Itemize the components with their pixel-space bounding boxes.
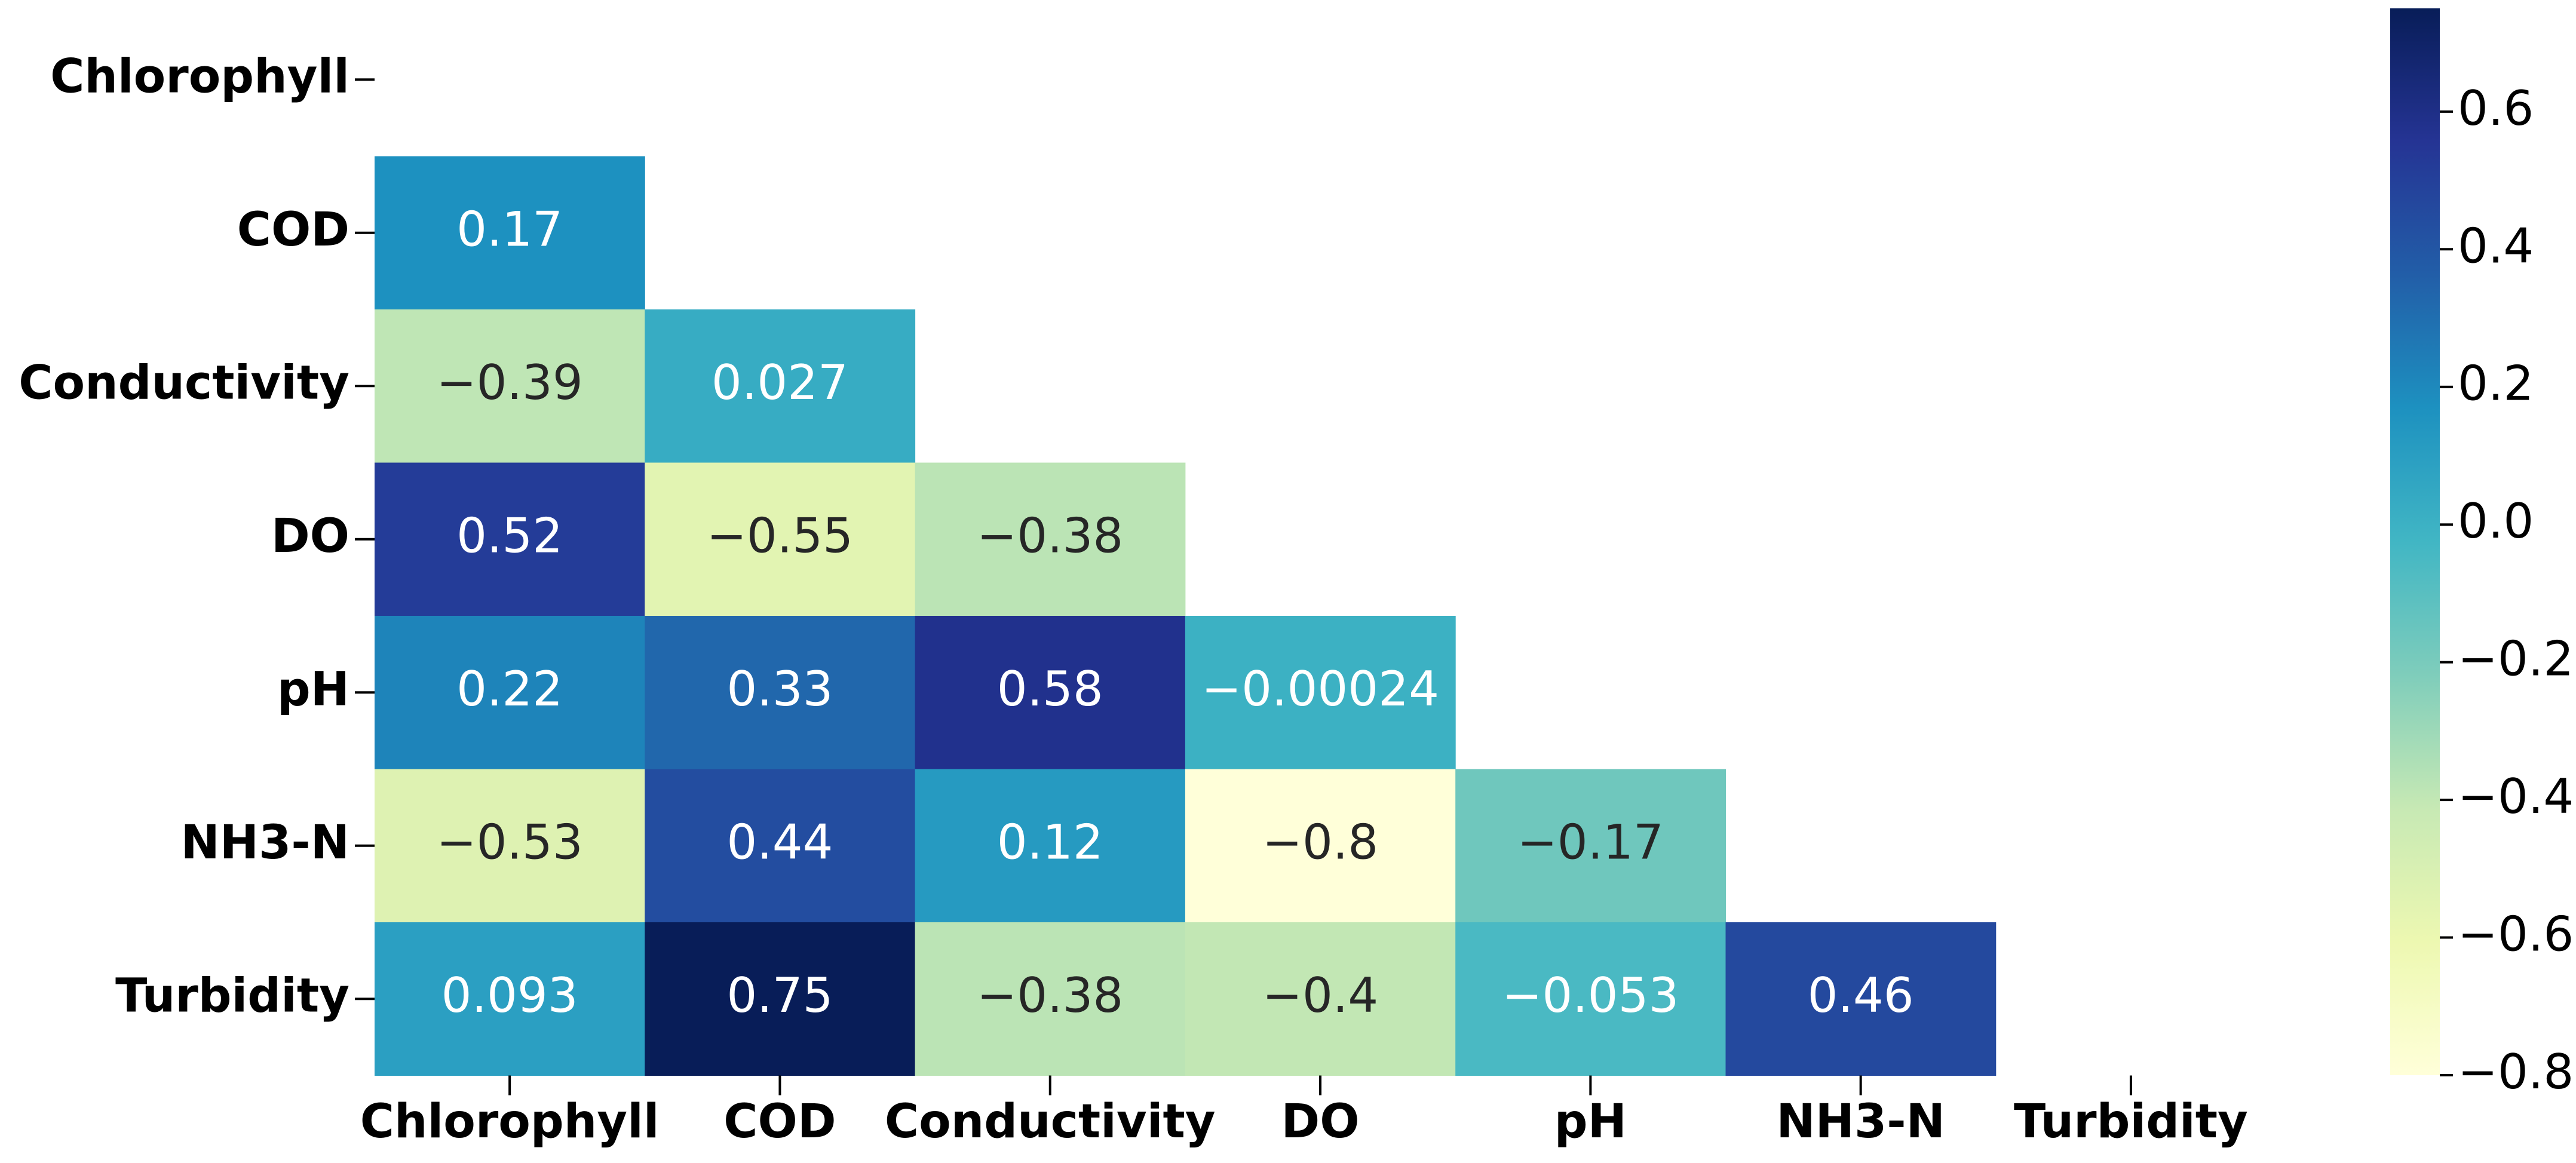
cell-label: 0.75	[726, 968, 833, 1023]
cell-label: 0.17	[456, 202, 563, 257]
y-tick-label: DO	[271, 510, 349, 563]
cell-label: 0.58	[997, 661, 1103, 717]
cell-label: 0.027	[712, 355, 848, 410]
y-tick-label: NH3-N	[181, 816, 349, 870]
cell-label: −0.39	[437, 355, 583, 410]
heatmap-cell	[375, 769, 645, 923]
cell-label: −0.38	[977, 968, 1123, 1023]
heatmap-cell	[375, 309, 645, 463]
colorbar-tick-label: 0.0	[2458, 493, 2534, 549]
cell-label: −0.53	[437, 815, 583, 870]
cell-label: −0.00024	[1201, 661, 1439, 717]
x-tick-label: Turbidity	[2014, 1095, 2248, 1149]
y-tick-label: Conductivity	[19, 357, 349, 410]
colorbar	[2390, 8, 2440, 1075]
colorbar-tick-label: 0.6	[2458, 81, 2534, 136]
heatmap-cell	[375, 922, 645, 1076]
x-tick-label: COD	[723, 1095, 836, 1149]
cell-label: 0.093	[441, 968, 578, 1023]
heatmap-cell	[915, 462, 1186, 616]
cell-label: −0.38	[977, 508, 1123, 564]
colorbar-tick-label: −0.6	[2458, 907, 2574, 962]
cell-label: 0.33	[726, 661, 833, 717]
x-tick-label: DO	[1281, 1095, 1360, 1149]
y-tick-label: Turbidity	[115, 969, 349, 1023]
x-tick-label: Conductivity	[885, 1095, 1216, 1149]
heatmap-cell	[915, 922, 1186, 1076]
heatmap-cell	[375, 156, 645, 310]
heatmap-cell	[1725, 922, 1997, 1076]
heatmap-cell	[1185, 922, 1456, 1076]
cell-label: 0.46	[1808, 968, 1914, 1023]
heatmap-cell	[375, 616, 645, 769]
heatmap-cell	[645, 309, 916, 463]
x-tick-label: Chlorophyll	[360, 1095, 660, 1149]
cell-label: −0.55	[707, 508, 853, 564]
cell-label: 0.44	[726, 815, 833, 870]
heatmap-cell	[645, 922, 916, 1076]
cell-label: −0.17	[1517, 815, 1664, 870]
heatmap-cell	[915, 616, 1186, 769]
cell-label: −0.053	[1502, 968, 1679, 1023]
heatmap-cell	[645, 769, 916, 923]
heatmap-cell	[1455, 922, 1726, 1076]
cell-label: 0.52	[456, 508, 563, 564]
x-tick-label: pH	[1554, 1095, 1627, 1149]
heatmap-cell	[645, 616, 916, 769]
colorbar-tick-label: −0.8	[2458, 1044, 2574, 1100]
x-tick-label: NH3-N	[1776, 1095, 1945, 1149]
cell-label: 0.12	[997, 815, 1103, 870]
cell-label: 0.22	[456, 661, 563, 717]
y-tick-label: Chlorophyll	[50, 50, 349, 104]
heatmap-cell	[645, 462, 916, 616]
heatmap-cell	[1185, 769, 1456, 923]
heatmap-cell	[1455, 769, 1726, 923]
heatmap-cell	[1185, 616, 1456, 769]
colorbar-tick-label: 0.2	[2458, 356, 2534, 412]
heatmap-cell	[375, 462, 645, 616]
cell-label: −0.4	[1262, 968, 1378, 1023]
y-tick-label: COD	[237, 203, 349, 257]
heatmap-cell	[915, 769, 1186, 923]
cell-label: −0.8	[1262, 815, 1378, 870]
colorbar-tick-label: −0.2	[2458, 631, 2574, 687]
colorbar-tick-label: −0.4	[2458, 769, 2574, 824]
colorbar-tick-label: 0.4	[2458, 218, 2534, 274]
y-tick-label: pH	[277, 663, 349, 717]
